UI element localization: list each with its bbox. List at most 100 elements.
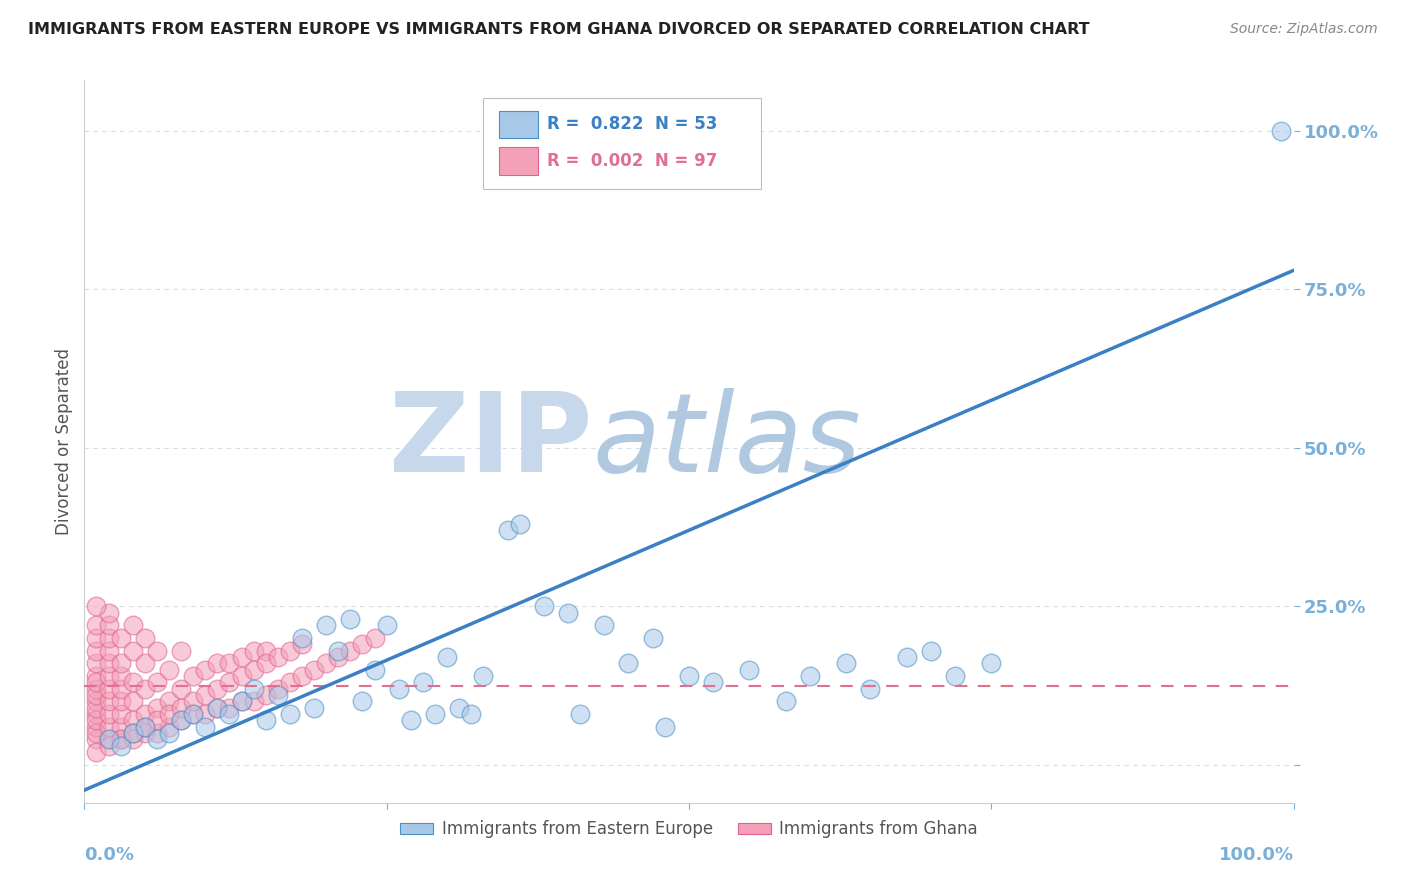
Point — [231, 650, 253, 665]
Point — [110, 681, 132, 696]
Point — [110, 707, 132, 722]
Point — [569, 707, 592, 722]
Point — [181, 707, 204, 722]
Point — [157, 694, 180, 708]
Legend: Immigrants from Eastern Europe, Immigrants from Ghana: Immigrants from Eastern Europe, Immigran… — [394, 814, 984, 845]
Point — [218, 657, 240, 671]
Point — [593, 618, 616, 632]
Point — [157, 720, 180, 734]
Point — [121, 732, 143, 747]
Point — [291, 637, 314, 651]
Point — [460, 707, 482, 722]
Point — [267, 681, 290, 696]
Text: 100.0%: 100.0% — [1219, 847, 1294, 864]
Text: 0.0%: 0.0% — [84, 847, 135, 864]
Point — [86, 631, 108, 645]
Point — [302, 700, 325, 714]
Point — [328, 650, 350, 665]
Point — [110, 694, 132, 708]
Point — [97, 631, 120, 645]
Point — [110, 631, 132, 645]
Point — [121, 618, 143, 632]
Point — [363, 631, 385, 645]
Point — [86, 643, 108, 657]
Text: IMMIGRANTS FROM EASTERN EUROPE VS IMMIGRANTS FROM GHANA DIVORCED OR SEPARATED CO: IMMIGRANTS FROM EASTERN EUROPE VS IMMIGR… — [28, 22, 1090, 37]
Text: atlas: atlas — [592, 388, 860, 495]
Point — [799, 669, 821, 683]
Point — [496, 523, 519, 537]
Point — [194, 720, 217, 734]
Point — [157, 726, 180, 740]
Point — [242, 681, 264, 696]
Point — [254, 643, 277, 657]
Point — [121, 726, 143, 740]
Point — [278, 675, 301, 690]
Point — [375, 618, 398, 632]
Point — [920, 643, 942, 657]
Point — [110, 732, 132, 747]
Point — [835, 657, 858, 671]
Point — [231, 694, 253, 708]
Point — [134, 726, 156, 740]
Point — [363, 663, 385, 677]
Point — [97, 669, 120, 683]
Point — [97, 739, 120, 753]
Point — [533, 599, 555, 614]
Point — [339, 643, 361, 657]
Point — [110, 669, 132, 683]
Point — [231, 669, 253, 683]
Point — [170, 643, 193, 657]
Point — [254, 714, 277, 728]
Point — [86, 681, 108, 696]
Point — [170, 714, 193, 728]
Point — [86, 657, 108, 671]
Point — [170, 700, 193, 714]
Point — [943, 669, 966, 683]
Point — [134, 707, 156, 722]
Point — [352, 694, 374, 708]
Point — [412, 675, 434, 690]
Point — [134, 720, 156, 734]
Point — [207, 657, 229, 671]
Point — [388, 681, 411, 696]
Text: R =  0.002  N = 97: R = 0.002 N = 97 — [547, 153, 718, 170]
Point — [278, 707, 301, 722]
Point — [134, 720, 156, 734]
Point — [97, 657, 120, 671]
Point — [449, 700, 471, 714]
Point — [399, 714, 422, 728]
Point — [170, 714, 193, 728]
Point — [194, 663, 217, 677]
Point — [86, 714, 108, 728]
Point — [86, 745, 108, 759]
Point — [181, 694, 204, 708]
Point — [242, 694, 264, 708]
Point — [146, 732, 169, 747]
Point — [97, 694, 120, 708]
Point — [181, 707, 204, 722]
FancyBboxPatch shape — [499, 147, 538, 175]
Point — [121, 675, 143, 690]
Point — [86, 675, 108, 690]
Point — [509, 516, 531, 531]
Point — [86, 694, 108, 708]
Point — [315, 618, 337, 632]
Point — [352, 637, 374, 651]
Point — [97, 606, 120, 620]
Point — [86, 618, 108, 632]
Point — [121, 726, 143, 740]
Point — [97, 643, 120, 657]
Point — [859, 681, 882, 696]
Point — [97, 720, 120, 734]
Point — [110, 732, 132, 747]
Point — [170, 681, 193, 696]
Point — [291, 669, 314, 683]
Point — [86, 720, 108, 734]
Point — [641, 631, 664, 645]
Point — [678, 669, 700, 683]
Point — [302, 663, 325, 677]
Point — [121, 643, 143, 657]
Point — [194, 688, 217, 702]
Point — [278, 643, 301, 657]
Point — [291, 631, 314, 645]
